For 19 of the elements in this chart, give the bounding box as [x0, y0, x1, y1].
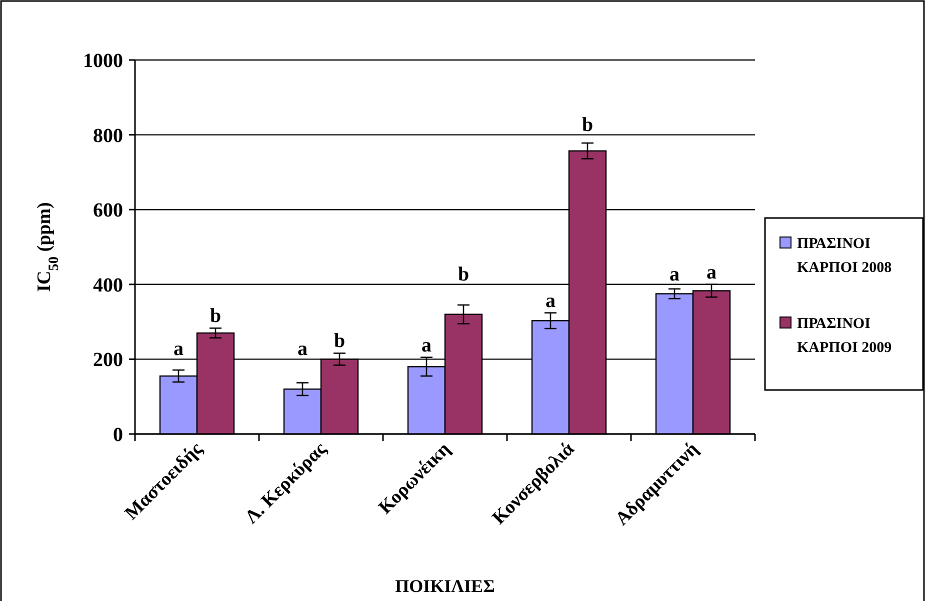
x-axis-title: ΠΟΙΚΙΛΙΕΣ — [395, 576, 495, 596]
y-tick-label: 1000 — [83, 50, 123, 72]
data-label: b — [458, 263, 470, 286]
legend-label: ΠΡΑΣΙΝΟΙ ΚΑΡΠΟΙ 2009 — [797, 316, 892, 356]
y-tick-label: 400 — [93, 274, 123, 296]
data-label: b — [334, 330, 346, 352]
legend-label: ΠΡΑΣΙΝΟΙ ΚΑΡΠΟΙ 2008 — [797, 236, 892, 276]
data-label: a — [706, 261, 716, 284]
y-tick-label: 0 — [113, 424, 123, 446]
data-label: a — [546, 290, 556, 312]
data-label: a — [422, 334, 432, 356]
data-label: b — [582, 114, 594, 136]
y-tick-label: 600 — [93, 200, 123, 222]
data-label: a — [670, 263, 680, 286]
y-tick-label: 800 — [93, 124, 123, 147]
y-tick-label: 200 — [93, 349, 123, 372]
data-label: b — [210, 305, 222, 328]
data-label: a — [174, 338, 184, 360]
data-label: a — [298, 338, 308, 360]
